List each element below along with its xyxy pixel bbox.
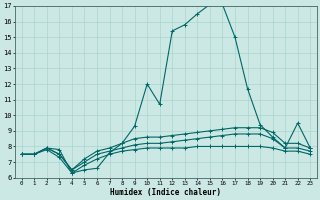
X-axis label: Humidex (Indice chaleur): Humidex (Indice chaleur) bbox=[110, 188, 221, 197]
